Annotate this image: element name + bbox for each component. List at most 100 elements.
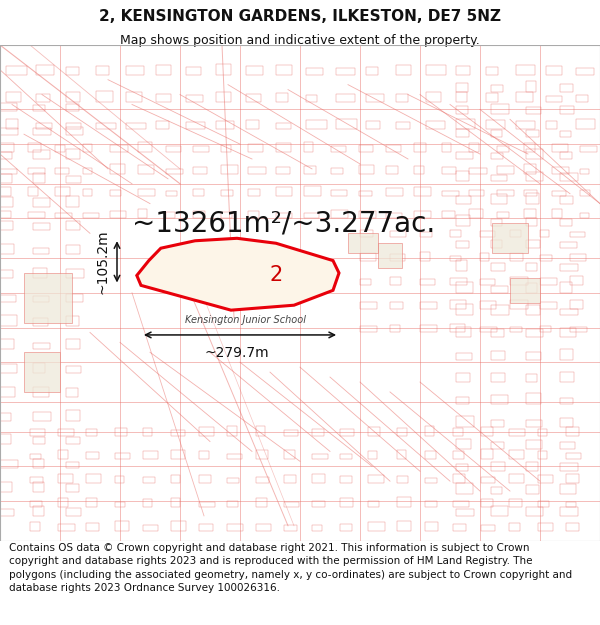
Bar: [312, 429, 323, 436]
Bar: [256, 498, 267, 507]
Bar: [397, 498, 411, 507]
Bar: [526, 485, 539, 494]
Bar: [6, 66, 27, 75]
Bar: [453, 451, 464, 459]
Bar: [276, 186, 292, 196]
Bar: [28, 143, 41, 151]
Bar: [66, 66, 79, 75]
Bar: [491, 305, 509, 315]
Bar: [33, 223, 50, 231]
Bar: [491, 286, 508, 292]
Bar: [36, 94, 50, 102]
Bar: [55, 188, 70, 196]
Bar: [336, 68, 355, 75]
Bar: [66, 316, 79, 326]
Bar: [143, 451, 158, 459]
Bar: [66, 437, 80, 444]
Bar: [481, 478, 495, 483]
Bar: [566, 502, 576, 507]
Bar: [360, 229, 373, 238]
Bar: [33, 149, 50, 159]
Bar: [538, 429, 547, 436]
Bar: [96, 123, 116, 129]
Bar: [560, 463, 578, 471]
Bar: [481, 525, 496, 531]
Bar: [453, 524, 466, 531]
Bar: [538, 501, 548, 507]
Bar: [55, 213, 72, 219]
Bar: [390, 302, 403, 309]
Bar: [425, 478, 437, 483]
Bar: [166, 146, 181, 151]
Bar: [426, 92, 442, 102]
Bar: [524, 209, 536, 219]
Bar: [156, 94, 170, 102]
Bar: [516, 65, 535, 75]
Bar: [510, 253, 523, 261]
Bar: [442, 143, 451, 151]
Bar: [450, 324, 464, 332]
Bar: [143, 428, 152, 436]
Bar: [390, 326, 400, 332]
Bar: [560, 219, 572, 226]
Bar: [276, 92, 288, 102]
Bar: [0, 434, 11, 444]
Bar: [368, 427, 380, 436]
Bar: [66, 196, 79, 207]
Bar: [24, 273, 72, 322]
Bar: [86, 522, 99, 531]
Bar: [166, 212, 175, 219]
Bar: [336, 119, 356, 129]
Bar: [570, 232, 585, 238]
Bar: [540, 278, 557, 285]
Bar: [526, 305, 540, 315]
Bar: [390, 231, 406, 238]
Bar: [0, 386, 14, 397]
Bar: [312, 501, 325, 507]
Bar: [66, 244, 80, 254]
Bar: [221, 145, 231, 151]
Bar: [456, 241, 469, 248]
Bar: [336, 94, 355, 102]
Bar: [304, 142, 313, 151]
Bar: [199, 427, 214, 436]
Bar: [526, 262, 538, 271]
Bar: [560, 242, 577, 248]
Bar: [546, 121, 557, 129]
Bar: [560, 508, 578, 516]
Bar: [331, 146, 346, 151]
Bar: [386, 213, 403, 219]
Bar: [0, 339, 14, 349]
Bar: [96, 91, 113, 102]
Bar: [366, 121, 380, 129]
Bar: [66, 388, 78, 397]
Bar: [491, 175, 506, 181]
Bar: [491, 194, 508, 204]
Bar: [30, 454, 41, 459]
Bar: [510, 301, 528, 309]
Bar: [456, 416, 473, 427]
Bar: [480, 328, 497, 332]
Bar: [221, 190, 233, 196]
Bar: [453, 501, 469, 507]
Bar: [66, 410, 80, 421]
Bar: [86, 498, 97, 507]
Bar: [193, 146, 209, 151]
Bar: [368, 501, 379, 507]
Bar: [30, 522, 40, 531]
Bar: [580, 213, 589, 219]
Bar: [546, 66, 562, 75]
Text: 2: 2: [269, 266, 283, 286]
Bar: [138, 142, 152, 151]
Bar: [450, 278, 467, 285]
Bar: [284, 502, 299, 507]
Bar: [83, 189, 92, 196]
Bar: [227, 478, 239, 483]
Bar: [331, 190, 347, 196]
Bar: [304, 186, 322, 196]
Bar: [397, 450, 406, 459]
Bar: [221, 165, 238, 174]
Bar: [396, 94, 409, 102]
Bar: [480, 231, 495, 238]
Bar: [246, 66, 263, 75]
